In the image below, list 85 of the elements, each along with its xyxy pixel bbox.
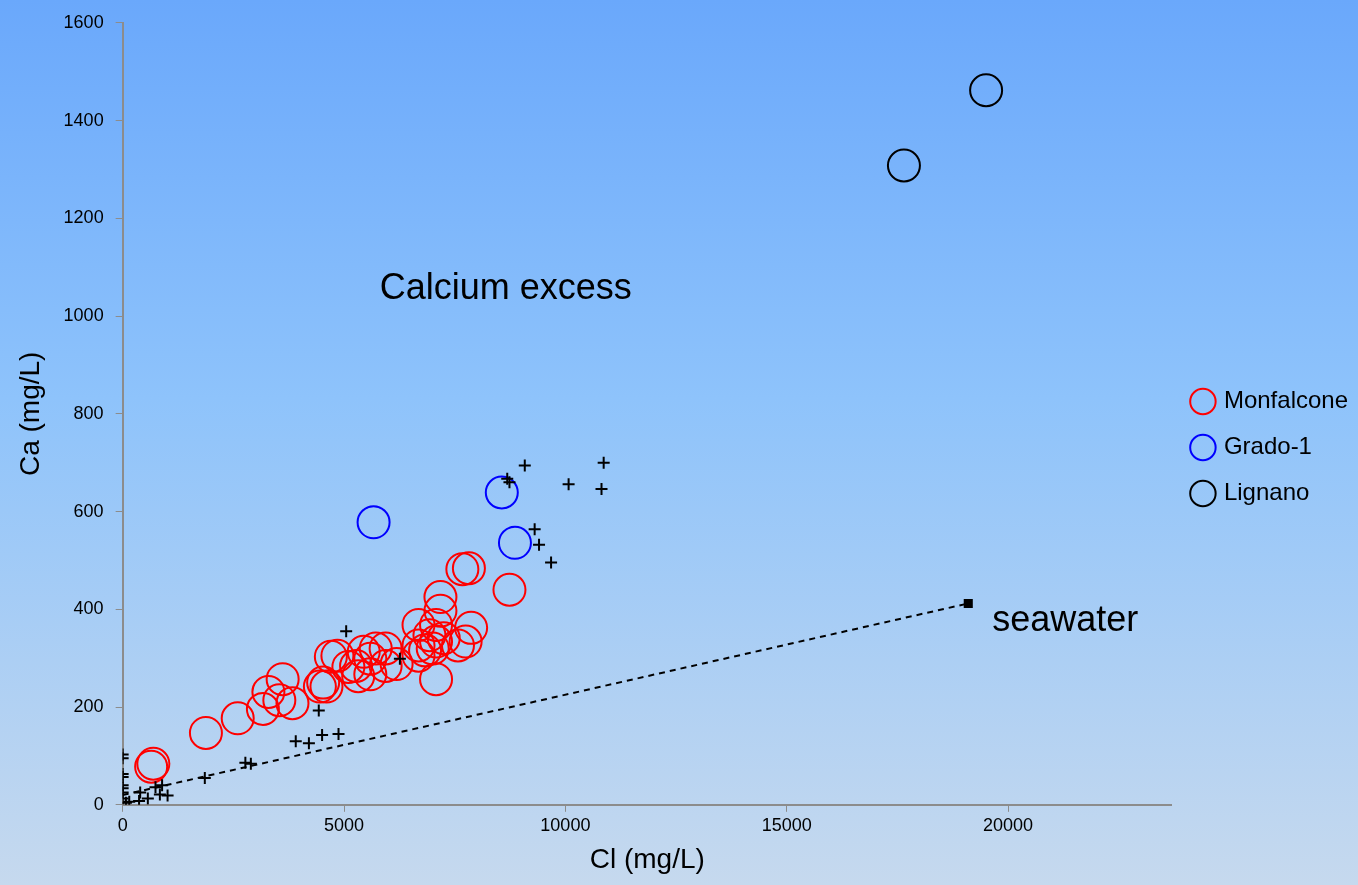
point xyxy=(484,475,519,510)
y-tick-label: 1400 xyxy=(63,109,104,130)
point xyxy=(596,455,611,470)
point xyxy=(220,701,255,736)
point xyxy=(197,770,212,785)
y-tick-label: 1000 xyxy=(63,305,104,326)
point xyxy=(408,633,443,668)
point xyxy=(412,618,447,653)
point xyxy=(353,657,388,692)
point xyxy=(423,580,458,615)
point xyxy=(517,458,532,473)
point xyxy=(419,607,454,642)
legend-label: Monfalcone xyxy=(1223,386,1348,414)
point xyxy=(594,482,609,497)
x-tick-label: 10000 xyxy=(540,814,591,835)
point xyxy=(339,649,374,683)
y-tick-label: 200 xyxy=(73,696,104,717)
point xyxy=(358,631,393,666)
point xyxy=(423,593,458,628)
point xyxy=(155,778,170,793)
point xyxy=(275,686,310,721)
point xyxy=(451,551,486,586)
point xyxy=(492,572,527,607)
point xyxy=(500,471,515,486)
point xyxy=(440,628,475,663)
point xyxy=(379,647,414,682)
point xyxy=(301,736,316,751)
point xyxy=(886,148,921,183)
y-tick-label: 400 xyxy=(73,598,104,619)
point xyxy=(454,610,489,645)
point xyxy=(243,756,258,771)
y-tick-label: 1200 xyxy=(63,207,104,228)
legend-label: Lignano xyxy=(1223,478,1310,506)
point xyxy=(368,649,403,683)
point xyxy=(311,703,326,718)
point xyxy=(188,715,223,750)
point xyxy=(245,692,280,727)
point xyxy=(353,641,388,676)
x-tick-label: 5000 xyxy=(323,814,365,835)
annotation: Calcium excess xyxy=(379,265,632,307)
point xyxy=(160,788,175,803)
y-axis-title: Ca (mg/L) xyxy=(13,351,45,477)
point xyxy=(415,631,450,666)
point xyxy=(331,726,346,741)
x-tick-label: 20000 xyxy=(983,814,1034,835)
point xyxy=(331,649,366,684)
point xyxy=(419,624,454,659)
point xyxy=(502,475,517,490)
point xyxy=(341,659,376,694)
x-axis-title: Cl (mg/L) xyxy=(589,842,705,874)
point xyxy=(265,662,300,697)
point xyxy=(346,634,381,669)
point xyxy=(251,674,286,709)
point xyxy=(969,73,1004,108)
point xyxy=(339,624,354,639)
point xyxy=(313,639,348,674)
x-tick-label: 15000 xyxy=(761,814,812,835)
legend-label: Grado-1 xyxy=(1223,432,1312,460)
point xyxy=(401,638,436,673)
point xyxy=(497,525,532,560)
point xyxy=(315,727,330,742)
point xyxy=(448,624,483,659)
point xyxy=(238,755,253,770)
point xyxy=(368,631,403,666)
point xyxy=(288,734,303,749)
y-tick-label: 800 xyxy=(73,402,104,423)
y-tick-label: 600 xyxy=(73,500,104,521)
point xyxy=(356,505,391,540)
point xyxy=(132,793,147,805)
point xyxy=(419,662,454,697)
point xyxy=(401,607,436,642)
x-tick-label: 0 xyxy=(117,814,128,835)
point xyxy=(445,552,480,587)
point xyxy=(532,537,547,552)
point xyxy=(262,683,297,718)
point xyxy=(544,555,559,570)
annotation: seawater xyxy=(992,598,1139,640)
point xyxy=(963,598,973,608)
point xyxy=(527,522,542,537)
y-tick-label: 1600 xyxy=(63,11,104,32)
point xyxy=(320,638,355,673)
point xyxy=(561,477,576,492)
point xyxy=(401,628,436,663)
point xyxy=(426,621,461,656)
y-tick-label: 0 xyxy=(93,793,104,814)
